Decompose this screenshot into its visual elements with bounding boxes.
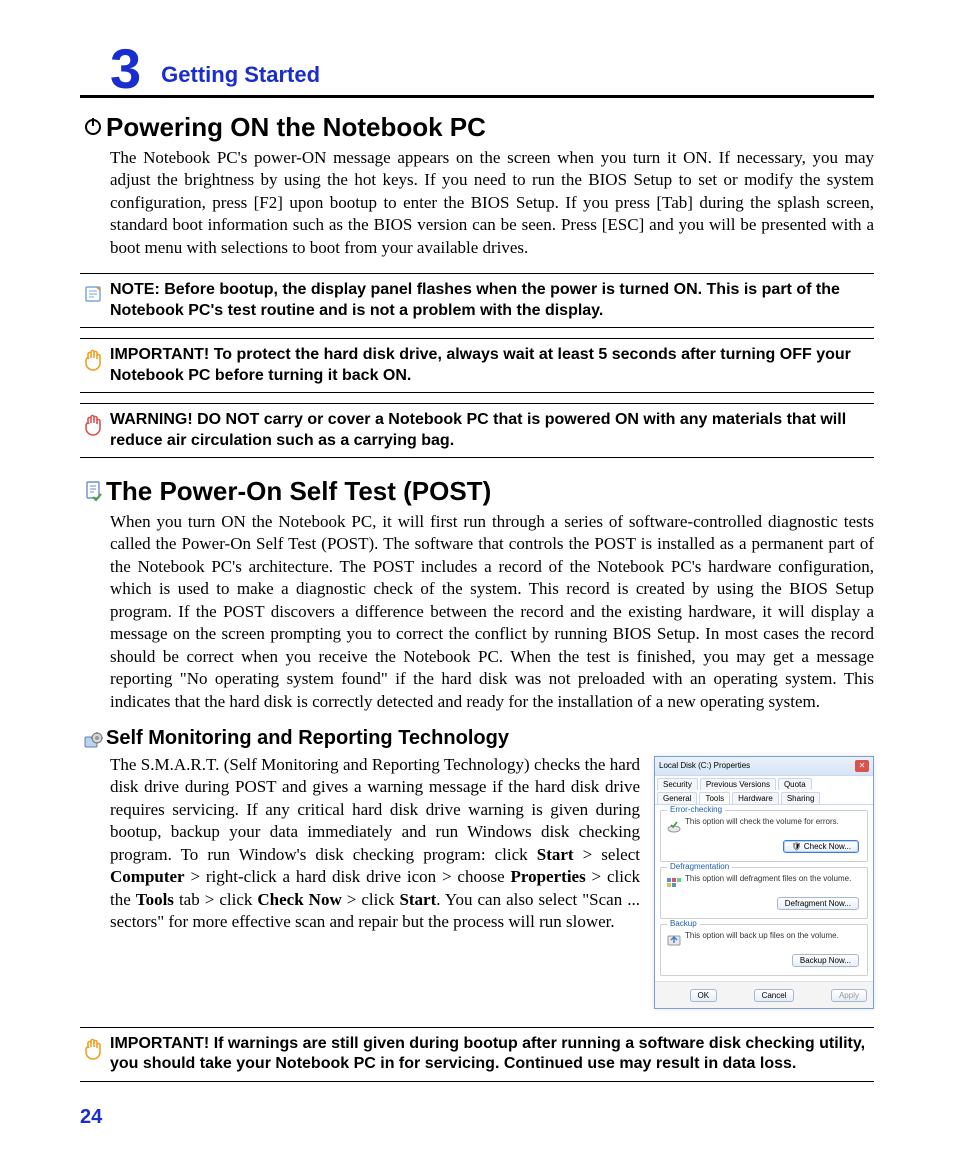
note-text: NOTE: Before bootup, the display panel f… [106,280,874,321]
dialog-footer: OK Cancel Apply [655,981,873,1008]
check-now-label: Check Now... [804,842,851,851]
tab-general[interactable]: General [657,792,697,804]
ok-button[interactable]: OK [690,989,718,1002]
warning-callout: WARNING! DO NOT carry or cover a Noteboo… [80,403,874,458]
backup-now-button[interactable]: Backup Now... [792,954,859,967]
sb-1: Start [537,845,574,864]
warning-text: WARNING! DO NOT carry or cover a Noteboo… [106,410,874,451]
sg-2: > right-click a hard disk drive icon > c… [185,867,511,886]
hand-warning-icon [80,410,106,440]
defrag-icon [665,874,683,892]
warning-body: DO NOT carry or cover a Notebook PC that… [110,411,846,448]
group1-desc: This option will check the volume for er… [683,817,863,827]
section1-body: The Notebook PC's power-ON message appea… [110,147,874,259]
section2-title: The Power-On Self Test (POST) [106,476,491,507]
chapter-number: 3 [110,36,141,101]
tab-tools[interactable]: Tools [699,792,730,804]
chapter-title: Getting Started [161,62,320,88]
power-icon [80,112,106,136]
hand-stop-icon-2 [80,1034,106,1064]
note-callout: NOTE: Before bootup, the display panel f… [80,273,874,328]
dialog-titlebar: Local Disk (C:) Properties ✕ [655,757,873,776]
dialog-title-text: Local Disk (C:) Properties [659,761,750,770]
section2-body: When you turn ON the Notebook PC, it wil… [110,511,874,713]
important-callout-1: IMPORTANT! To protect the hard disk driv… [80,338,874,393]
note-body: Before bootup, the display panel flashes… [110,281,840,318]
sg-1: > select [574,845,640,864]
important1-text: IMPORTANT! To protect the hard disk driv… [106,345,874,386]
group-error-checking: Error-checking This option will check th… [660,810,868,862]
close-icon[interactable]: ✕ [855,760,869,772]
group2-desc: This option will defragment files on the… [683,874,863,884]
sg-4: tab > click [174,890,257,909]
important2-label: IMPORTANT! [110,1035,209,1052]
subsection-smart-head: Self Monitoring and Reporting Technology [80,727,874,754]
group1-label: Error-checking [667,805,725,814]
page-number: 24 [80,1106,874,1129]
tab-quota[interactable]: Quota [778,778,812,790]
sb-5: Check Now [257,890,341,909]
section-title: Powering ON the Notebook PC [106,112,486,143]
smart-content: The S.M.A.R.T. (Self Monitoring and Repo… [110,754,874,1009]
dialog-tabs: Security Previous Versions Quota General… [655,776,873,805]
tab-previous-versions[interactable]: Previous Versions [700,778,776,790]
sb-2: Computer [110,867,185,886]
smart-text: The S.M.A.R.T. (Self Monitoring and Repo… [110,754,640,934]
important2-body: If warnings are still given during bootu… [110,1035,865,1072]
important1-body: To protect the hard disk drive, always w… [110,346,851,383]
sb-6: Start [399,890,436,909]
tab-security[interactable]: Security [657,778,698,790]
important-callout-2: IMPORTANT! If warnings are still given d… [80,1027,874,1082]
properties-dialog: Local Disk (C:) Properties ✕ Security Pr… [654,756,874,1009]
group3-label: Backup [667,919,700,928]
group2-label: Defragmentation [667,862,732,871]
important2-text: IMPORTANT! If warnings are still given d… [106,1034,874,1075]
note-label: NOTE: [110,281,160,298]
check-now-button[interactable]: 🛡 Check Now... [783,840,859,853]
sb-4: Tools [136,890,174,909]
backup-icon [665,931,683,949]
defrag-now-button[interactable]: Defragment Now... [777,897,859,910]
group-defrag: Defragmentation This option will defragm… [660,867,868,919]
subsection-title: Self Monitoring and Reporting Technology [106,727,509,750]
tab-sharing[interactable]: Sharing [781,792,821,804]
group3-desc: This option will back up files on the vo… [683,931,863,941]
chapter-header: 3 Getting Started [80,30,874,98]
drive-gear-icon [80,727,106,751]
important1-label: IMPORTANT! [110,346,209,363]
hand-stop-icon [80,345,106,375]
cancel-button[interactable]: Cancel [754,989,795,1002]
group-backup: Backup This option will back up files on… [660,924,868,976]
section-powering-on: Powering ON the Notebook PC [80,112,874,143]
document-check-icon [80,476,106,502]
tab-hardware[interactable]: Hardware [732,792,779,804]
sg-5: > click [342,890,400,909]
smart-paragraph: The S.M.A.R.T. (Self Monitoring and Repo… [110,754,640,934]
page: 3 Getting Started Powering ON the Notebo… [0,0,954,1159]
section-post: The Power-On Self Test (POST) [80,476,874,507]
note-icon [80,280,106,304]
apply-button[interactable]: Apply [831,989,867,1002]
warning-label: WARNING! [110,411,193,428]
sb-3: Properties [510,867,585,886]
disk-check-icon [665,817,683,835]
